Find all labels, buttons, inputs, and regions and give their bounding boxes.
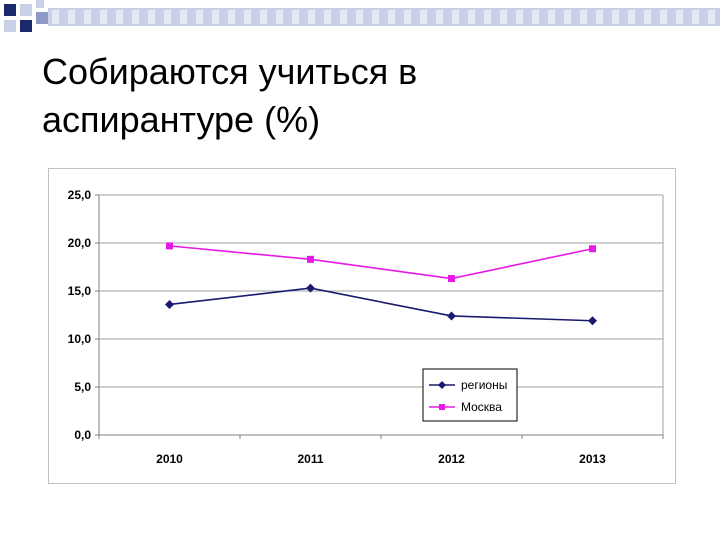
band-stripe	[516, 10, 523, 24]
band-square	[36, 12, 48, 24]
x-tick-label: 2012	[438, 452, 465, 466]
band-stripe	[564, 10, 571, 24]
band-stripe	[708, 10, 715, 24]
band-stripe	[420, 10, 427, 24]
band-stripe	[196, 10, 203, 24]
legend-box	[422, 368, 518, 422]
legend: регионы Москва	[422, 368, 518, 422]
legend-label: регионы	[461, 378, 507, 392]
y-tick-label: 10,0	[68, 332, 92, 346]
title-line-1: Собираются учиться в	[42, 51, 418, 92]
legend-label: Москва	[461, 400, 502, 414]
header-pattern	[0, 0, 720, 40]
band-square	[20, 4, 32, 16]
band-stripe	[676, 10, 683, 24]
gridlines	[95, 194, 664, 439]
band-stripe	[340, 10, 347, 24]
band-stripe	[484, 10, 491, 24]
band-stripe	[500, 10, 507, 24]
band-stripe	[260, 10, 267, 24]
band-stripe	[692, 10, 699, 24]
data-point	[307, 255, 314, 263]
band-stripe	[644, 10, 651, 24]
band-stripe	[468, 10, 475, 24]
legend-marker	[439, 404, 445, 410]
band-stripe	[324, 10, 331, 24]
y-tick-label: 5,0	[74, 380, 91, 394]
band-stripe	[308, 10, 315, 24]
band-stripe	[292, 10, 299, 24]
data-point	[447, 311, 456, 321]
band-stripe	[68, 10, 75, 24]
band-stripe	[452, 10, 459, 24]
band-stripe	[628, 10, 635, 24]
data-point	[588, 316, 597, 326]
slide-title: Собираются учиться в аспирантуре (%)	[42, 48, 682, 144]
band-stripe	[164, 10, 171, 24]
series-line-1	[169, 287, 593, 322]
band-stripe	[52, 10, 59, 24]
band-stripe	[228, 10, 235, 24]
band-stripe	[612, 10, 619, 24]
x-tick-label: 2010	[156, 452, 183, 466]
band-stripe	[180, 10, 187, 24]
band-square	[4, 20, 16, 32]
x-tick-label: 2013	[579, 452, 606, 466]
data-point	[589, 245, 596, 253]
band-stripe	[532, 10, 539, 24]
band-stripe	[356, 10, 363, 24]
band-stripe	[580, 10, 587, 24]
y-tick-label: 25,0	[68, 188, 92, 202]
band-stripe	[436, 10, 443, 24]
band-stripe	[388, 10, 395, 24]
legend-marker	[438, 381, 446, 389]
band-stripe	[276, 10, 283, 24]
data-point	[448, 275, 455, 283]
band-stripe	[100, 10, 107, 24]
band-stripe	[372, 10, 379, 24]
x-axis-ticks: 2010 2011 2012 2013	[156, 452, 606, 466]
band-stripe	[596, 10, 603, 24]
band-stripe	[244, 10, 251, 24]
series-line-2	[169, 245, 593, 280]
y-tick-label: 0,0	[74, 428, 91, 442]
chart-area: 0,0 5,0 10,0 15,0 20,0 25,0 2010 2011 2012 2013 …	[48, 168, 676, 484]
band-stripe	[212, 10, 219, 24]
data-point	[166, 242, 173, 250]
data-point	[306, 283, 315, 293]
y-axis-ticks: 0,0 5,0 10,0 15,0 20,0 25,0	[68, 188, 92, 442]
band-stripe	[404, 10, 411, 24]
band-square	[4, 4, 16, 16]
band-stripe	[148, 10, 155, 24]
title-line-2: аспирантуре (%)	[42, 99, 321, 140]
x-tick-label: 2011	[297, 452, 323, 466]
band-stripe	[660, 10, 667, 24]
band-square	[36, 0, 44, 8]
y-tick-label: 20,0	[68, 236, 92, 250]
band-stripe	[132, 10, 139, 24]
band-stripe	[548, 10, 555, 24]
y-tick-label: 15,0	[68, 284, 92, 298]
line-chart: 0,05,010,015,020,025,0 2010 2011 2012 2013 …	[68, 188, 664, 466]
series-group	[165, 242, 597, 326]
band-square	[20, 20, 32, 32]
data-point	[165, 299, 174, 309]
band-stripe	[116, 10, 123, 24]
band-stripe	[84, 10, 91, 24]
